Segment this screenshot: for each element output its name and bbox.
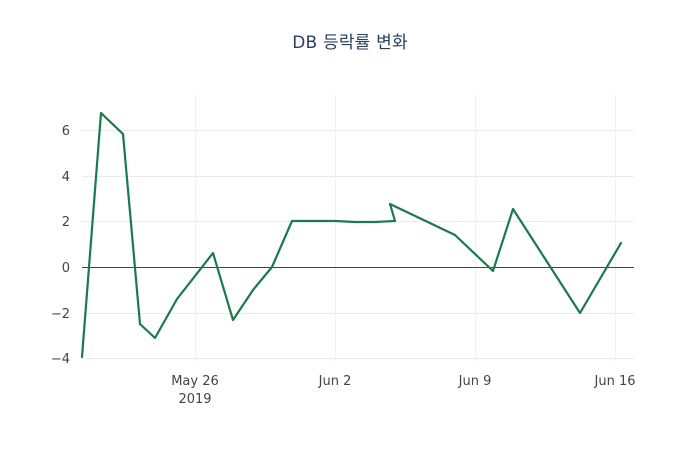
xtick-label-jun9: Jun 9	[458, 374, 492, 389]
ytick-label-2: 2	[62, 215, 70, 230]
horizontal-gridlines	[82, 130, 634, 359]
vertical-gridlines	[195, 95, 616, 362]
xtick-label-jun2: Jun 2	[318, 374, 352, 389]
x-axis-ticks: May 26 2019 Jun 2 Jun 9 Jun 16	[171, 374, 635, 407]
xtick-sublabel-year: 2019	[178, 392, 211, 407]
ytick-label-0: 0	[62, 261, 70, 276]
ytick-label-4: 4	[62, 170, 70, 185]
xtick-label-jun16: Jun 16	[594, 374, 636, 389]
ytick-label-neg2: −2	[51, 307, 70, 322]
ytick-label-6: 6	[62, 124, 70, 139]
y-axis-ticks: 6 4 2 0 −2 −4	[51, 124, 70, 367]
xtick-label-may26: May 26	[171, 374, 219, 389]
chart-title: DB 등락률 변화	[292, 33, 408, 53]
data-series-line	[80, 111, 623, 359]
ytick-label-neg4: −4	[51, 352, 70, 367]
